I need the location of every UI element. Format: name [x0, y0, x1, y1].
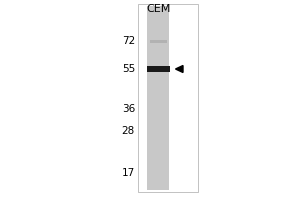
- FancyBboxPatch shape: [147, 6, 170, 190]
- Text: 72: 72: [122, 36, 135, 46]
- Text: 55: 55: [122, 64, 135, 74]
- FancyBboxPatch shape: [150, 40, 167, 43]
- FancyBboxPatch shape: [138, 4, 198, 192]
- Text: 17: 17: [122, 168, 135, 178]
- Polygon shape: [176, 66, 183, 72]
- Text: 28: 28: [122, 126, 135, 136]
- Text: CEM: CEM: [146, 4, 171, 14]
- FancyBboxPatch shape: [147, 66, 170, 72]
- Text: 36: 36: [122, 104, 135, 114]
